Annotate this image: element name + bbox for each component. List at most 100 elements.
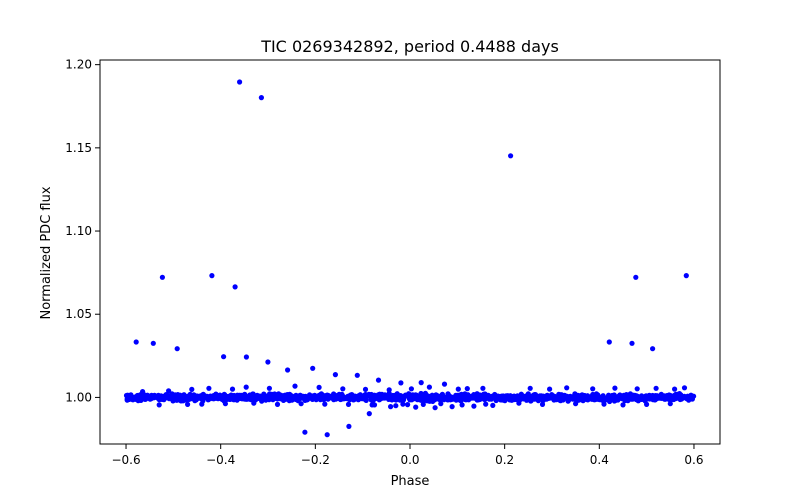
band-point	[549, 392, 555, 398]
band-point	[515, 395, 522, 401]
data-point	[653, 385, 659, 391]
x-tick-label: −0.2	[301, 453, 330, 467]
band-point	[671, 395, 677, 401]
band-point	[277, 396, 283, 402]
band-point	[439, 392, 445, 398]
data-point	[681, 385, 688, 391]
band-point	[327, 393, 333, 400]
data-point	[316, 384, 322, 390]
data-point	[398, 380, 404, 386]
data-point	[449, 404, 455, 410]
band-point	[169, 395, 175, 401]
band-point	[266, 394, 272, 400]
band-point	[418, 397, 424, 403]
data-point	[221, 354, 227, 360]
y-axis-label: Normalized PDC flux	[39, 186, 54, 319]
data-point	[185, 401, 191, 407]
band-point	[519, 394, 526, 400]
data-point	[346, 423, 352, 429]
data-point	[620, 402, 626, 408]
data-point	[237, 79, 243, 85]
band-point	[381, 393, 387, 400]
band-point	[159, 394, 165, 400]
band-point	[642, 395, 648, 401]
data-point	[209, 273, 215, 279]
band-point	[511, 393, 517, 399]
band-point	[499, 397, 505, 403]
band-point	[476, 397, 482, 403]
x-tick-label: −0.6	[111, 453, 140, 467]
data-point	[345, 401, 352, 407]
band-point	[297, 393, 303, 399]
band-point	[375, 392, 381, 398]
data-point	[265, 359, 271, 365]
data-point	[547, 386, 553, 392]
data-point	[564, 385, 570, 391]
band-point	[392, 392, 398, 398]
data-point	[150, 340, 156, 346]
x-axis-label: Phase	[391, 474, 430, 489]
x-tick-label: 0.2	[495, 453, 514, 467]
data-point	[375, 377, 382, 383]
band-point	[566, 395, 572, 401]
data-point	[601, 401, 607, 407]
band-point	[630, 392, 636, 398]
band-point	[486, 394, 492, 400]
data-point	[243, 354, 249, 360]
band-point	[596, 395, 602, 401]
data-point	[633, 274, 639, 280]
band-point	[479, 394, 485, 400]
band-point	[348, 393, 354, 399]
band-point	[339, 395, 345, 401]
data-point	[426, 384, 432, 390]
band-point	[405, 393, 411, 399]
data-point	[302, 429, 308, 435]
band-point	[585, 394, 592, 400]
band-point	[130, 396, 136, 402]
band-point	[615, 397, 621, 403]
data-point	[413, 404, 419, 410]
x-tick-label: 0.4	[590, 453, 609, 467]
band-point	[458, 398, 464, 404]
band-point	[293, 394, 299, 400]
data-point	[471, 403, 477, 409]
y-axis: 1.00 1.05 1.10 1.15 1.20	[65, 58, 100, 404]
band-point	[416, 393, 422, 400]
band-point	[368, 391, 374, 398]
data-point	[310, 365, 316, 371]
data-point	[455, 386, 461, 392]
data-point	[285, 367, 291, 373]
band-point	[450, 395, 456, 401]
band-point	[194, 393, 200, 399]
band-point	[425, 394, 431, 400]
data-point	[156, 402, 162, 408]
data-point	[133, 339, 139, 345]
band-point	[316, 393, 322, 399]
data-point	[667, 401, 673, 407]
data-point	[629, 340, 635, 346]
band-point	[235, 394, 241, 400]
band-point	[359, 393, 365, 399]
band-point	[437, 396, 443, 402]
band-point	[225, 395, 232, 401]
data-point	[490, 402, 496, 408]
band-point	[152, 394, 158, 400]
data-point	[174, 346, 180, 352]
data-point	[229, 386, 236, 392]
band-point	[607, 398, 613, 405]
band-point	[554, 395, 560, 401]
x-tick-label: 0.0	[400, 453, 419, 467]
y-tick-label: 1.00	[65, 390, 92, 404]
data-point	[420, 401, 426, 407]
band-point	[282, 394, 288, 400]
band-point	[304, 395, 310, 401]
band-point	[686, 397, 692, 403]
data-point	[258, 95, 264, 101]
band-point	[664, 394, 670, 400]
data-point	[683, 273, 689, 279]
band-point	[180, 398, 186, 404]
data-point	[483, 401, 489, 407]
data-point	[405, 402, 411, 408]
data-point	[243, 384, 249, 390]
